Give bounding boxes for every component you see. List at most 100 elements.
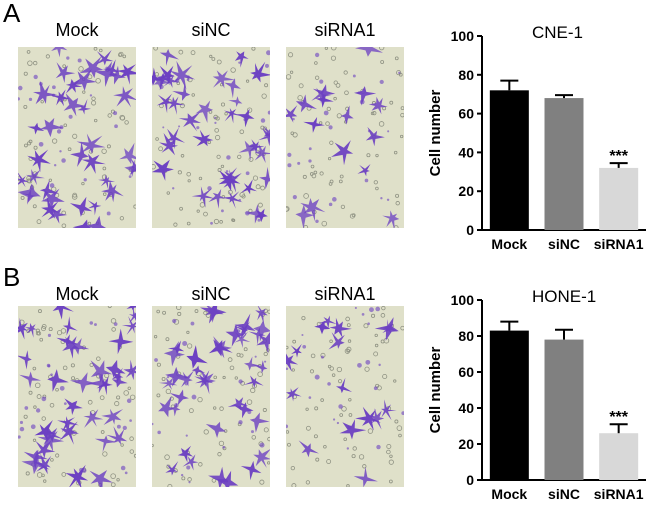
membrane-pore (302, 174, 307, 179)
membrane-pore (263, 126, 267, 131)
membrane-pore (178, 49, 184, 55)
membrane-pore (20, 195, 25, 200)
stained-cell (286, 387, 302, 402)
membrane-pore (252, 175, 259, 181)
membrane-pore (234, 376, 238, 380)
stained-cell (169, 60, 196, 90)
stained-cell (182, 454, 199, 471)
stained-cell (51, 47, 68, 58)
cell-debris (191, 394, 197, 400)
membrane-pore (176, 306, 182, 311)
membrane-pore (71, 376, 76, 381)
stained-cell (41, 188, 65, 209)
membrane-pore (166, 464, 171, 469)
y-axis-label: Cell number (427, 346, 444, 433)
membrane-pore (41, 473, 45, 478)
membrane-pore (292, 339, 297, 344)
stained-cell (172, 82, 191, 101)
cell-debris (398, 71, 401, 74)
membrane-pore (380, 60, 385, 64)
stained-cell (234, 331, 251, 348)
stained-cell (247, 139, 265, 154)
stained-cell (218, 170, 241, 192)
stained-cell (177, 370, 195, 388)
membrane-pore (393, 379, 397, 383)
membrane-pore (87, 221, 92, 226)
membrane-pore (129, 449, 135, 454)
membrane-pore (386, 443, 392, 449)
membrane-pore (161, 377, 166, 381)
membrane-pore (179, 206, 183, 211)
cell-debris (30, 424, 36, 430)
stained-cell (86, 215, 107, 228)
membrane-pore (346, 323, 351, 328)
stained-cell (254, 143, 270, 164)
cell-debris (245, 210, 250, 216)
panel-b-label-sinc: siNC (191, 284, 231, 304)
cell-debris (287, 163, 292, 168)
membrane-pore (203, 429, 209, 435)
y-tick-label: 80 (458, 328, 474, 344)
y-tick-label: 20 (458, 436, 474, 452)
membrane-pore (241, 194, 246, 199)
membrane-pore (314, 75, 320, 80)
stained-cell (108, 328, 134, 355)
membrane-pore (214, 134, 221, 141)
membrane-pore (119, 216, 125, 221)
membrane-pore (110, 318, 117, 324)
cell-debris (323, 110, 329, 116)
membrane-pore (329, 140, 334, 145)
panel-b-label-sirna1: siRNA1 (314, 284, 376, 304)
stained-cell (259, 166, 270, 190)
stained-cell (37, 426, 65, 452)
membrane-pore (55, 453, 60, 458)
membrane-pore (267, 309, 270, 314)
cell-debris (287, 152, 292, 157)
stained-cell (62, 336, 80, 359)
y-tick-label: 60 (458, 364, 474, 380)
membrane-pore (51, 138, 58, 144)
membrane-pore (219, 220, 223, 224)
membrane-pore (250, 387, 256, 394)
cell-debris (308, 396, 312, 399)
membrane-pore (133, 204, 136, 209)
membrane-pore (348, 398, 352, 402)
cell-debris (19, 426, 25, 432)
cell-debris (52, 85, 56, 90)
stained-cell (166, 127, 186, 150)
bar-chart-cne1: Cell number CNE-1 0 20 40 60 80 100 Mock siNC siRN… (427, 23, 646, 252)
cell-debris (166, 375, 170, 379)
cell-debris (61, 158, 66, 163)
membrane-pore (393, 150, 398, 155)
cell-debris (185, 434, 188, 437)
cell-debris (120, 465, 126, 471)
membrane-pore (348, 413, 353, 417)
membrane-pore (326, 106, 331, 112)
cell-debris (346, 447, 350, 450)
stained-cell (382, 319, 398, 333)
membrane-pore (339, 174, 344, 179)
cell-debris (196, 126, 200, 130)
stained-cell (116, 64, 136, 85)
stained-cell (119, 142, 136, 165)
membrane-pore (344, 90, 349, 96)
membrane-pore (129, 394, 136, 400)
membrane-pore (38, 309, 42, 314)
membrane-pore (303, 193, 309, 199)
cell-debris (266, 50, 270, 56)
membrane-pore (23, 71, 28, 76)
cell-debris (336, 421, 340, 425)
stained-cell (41, 197, 60, 219)
cell-debris (264, 63, 269, 68)
stained-cell (35, 440, 56, 459)
cell-debris (24, 406, 29, 410)
membrane-pore (347, 339, 352, 343)
cell-debris (105, 66, 109, 70)
bar-chart-hone1: Cell number HONE-1 0 20 40 60 80 100 Mock siNC siR… (427, 287, 646, 502)
stained-cell (163, 341, 185, 367)
cell-debris (214, 121, 217, 124)
cell-debris (320, 355, 324, 359)
significance-label: *** (609, 148, 628, 165)
membrane-pore (62, 365, 68, 371)
membrane-pore (203, 211, 208, 217)
